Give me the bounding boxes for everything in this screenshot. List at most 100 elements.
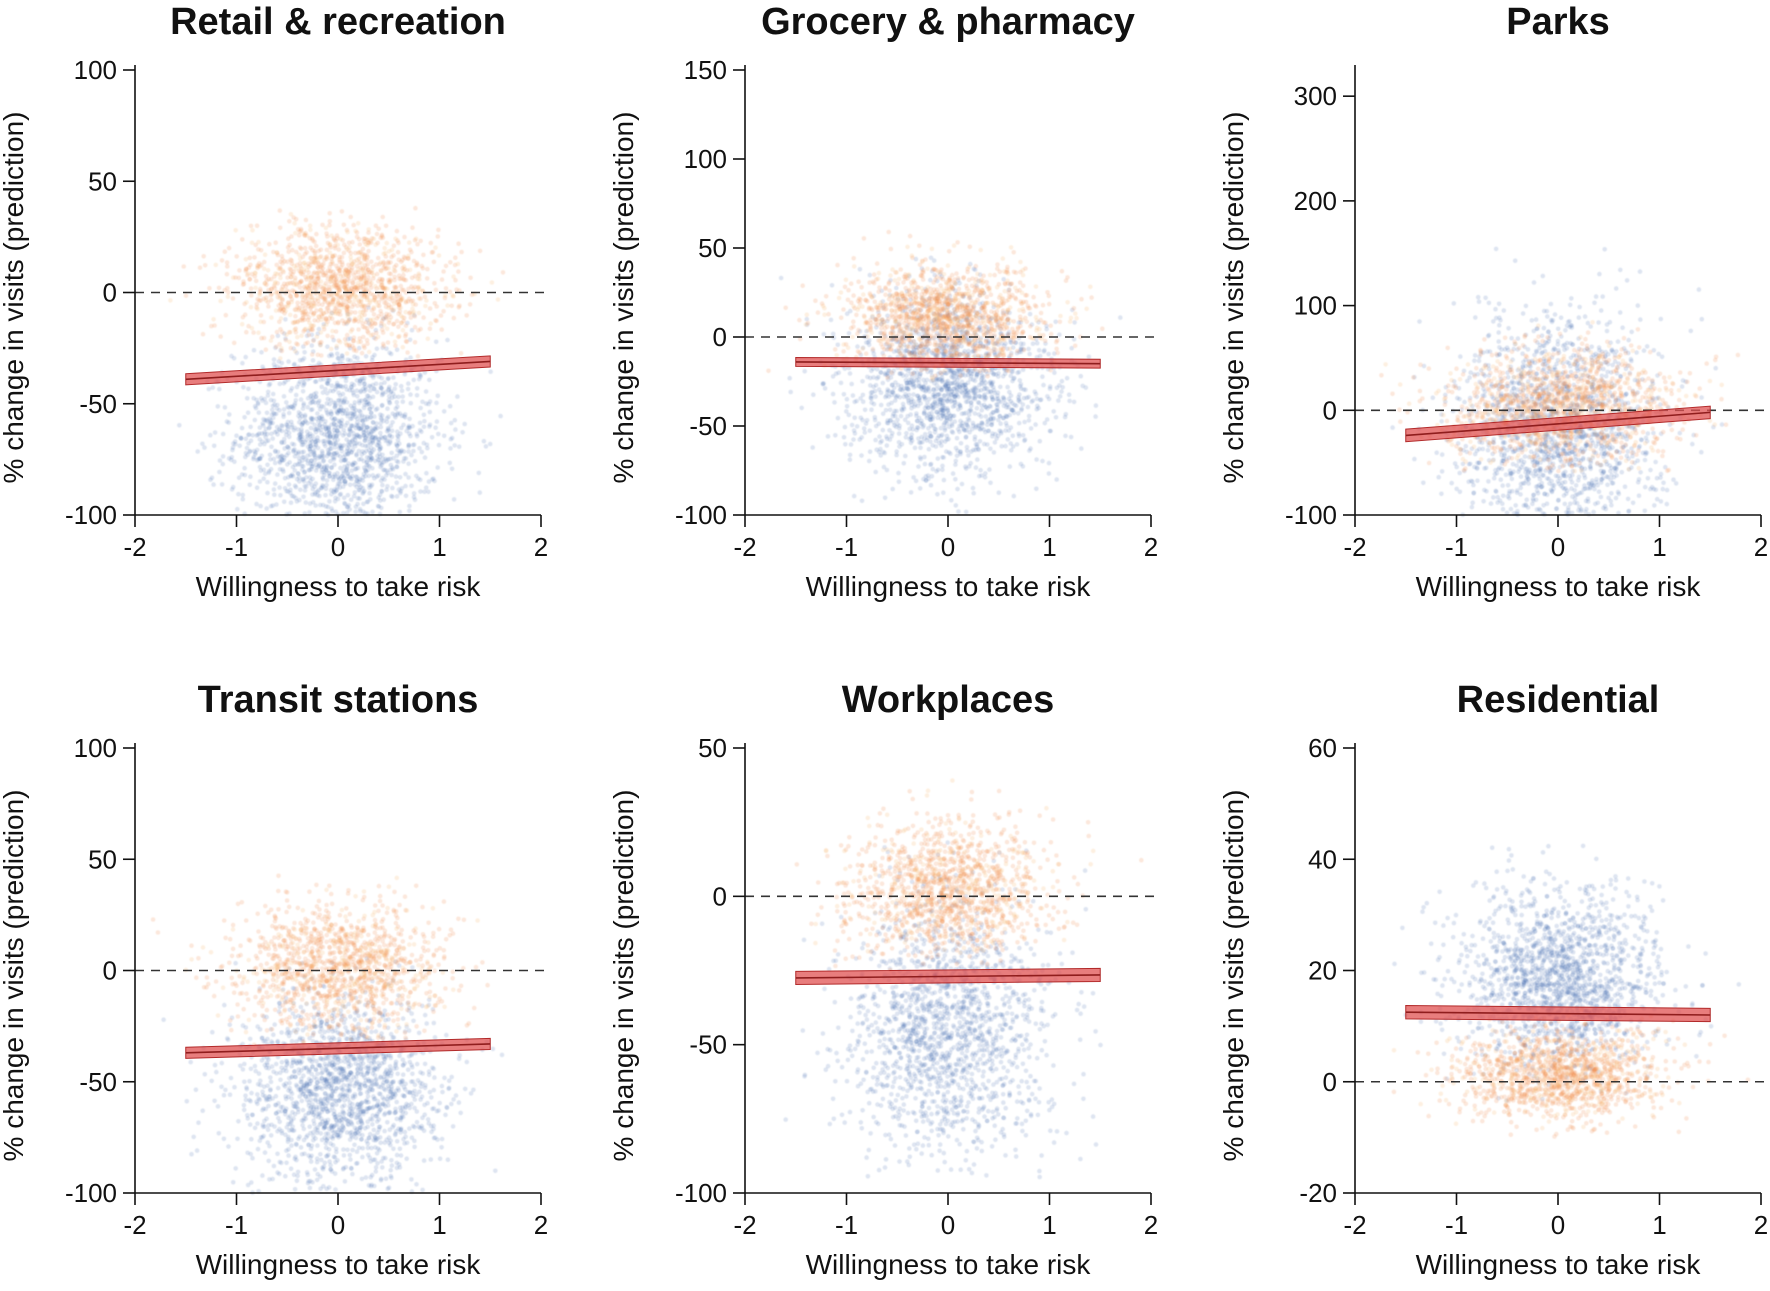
scatter-point <box>289 493 295 499</box>
scatter-point <box>399 287 405 293</box>
scatter-point <box>224 419 230 424</box>
scatter-point <box>272 281 278 286</box>
scatter-point <box>996 417 1001 423</box>
scatter-point <box>1014 442 1020 447</box>
scatter-point <box>972 437 978 442</box>
scatter-point <box>339 254 345 260</box>
scatter-point <box>397 475 403 480</box>
scatter-point <box>995 262 1000 267</box>
scatter-point <box>941 477 947 483</box>
scatter-point <box>868 383 873 388</box>
scatter-point <box>422 455 428 460</box>
scatter-point <box>1118 315 1123 320</box>
scatter-point <box>272 274 277 279</box>
scatter-point <box>413 263 419 268</box>
scatter-point <box>220 431 226 437</box>
scatter-point <box>391 307 397 313</box>
scatter-point <box>408 400 414 406</box>
scatter-point <box>903 453 908 459</box>
scatter-point <box>329 383 335 389</box>
scatter-point <box>436 442 442 448</box>
scatter-point <box>941 490 946 496</box>
scatter-point <box>250 433 255 438</box>
scatter-point <box>867 428 873 434</box>
scatter-point <box>1017 399 1023 405</box>
scatter-point <box>310 238 316 243</box>
scatter-point <box>303 295 308 300</box>
scatter-point <box>265 393 271 398</box>
scatter-point <box>368 450 373 456</box>
scatter-point <box>415 241 420 247</box>
scatter-point <box>858 396 863 401</box>
scatter-point <box>375 406 380 411</box>
scatter-point <box>287 434 292 440</box>
scatter-point <box>365 393 370 399</box>
scatter-point <box>911 475 916 480</box>
scatter-point <box>830 391 836 397</box>
scatter-point <box>320 483 325 488</box>
scatter-point <box>380 456 386 462</box>
scatter-point <box>285 444 291 450</box>
scatter-point <box>320 390 326 395</box>
scatter-point <box>405 386 411 392</box>
scatter-point <box>884 393 889 399</box>
scatter-point <box>353 474 359 480</box>
scatter-point <box>233 442 238 447</box>
scatter-point <box>822 305 827 311</box>
scatter-point <box>341 427 347 433</box>
scatter-point <box>433 287 439 293</box>
scatter-point <box>1024 395 1030 401</box>
scatter-point <box>330 297 336 302</box>
scatter-point <box>359 413 365 418</box>
scatter-point <box>1007 412 1013 418</box>
scatter-point <box>308 443 313 449</box>
scatter-point <box>292 462 298 468</box>
scatter-point <box>340 484 346 490</box>
scatter-point <box>862 407 868 413</box>
scatter-point <box>319 384 325 390</box>
scatter-point <box>1041 382 1046 388</box>
scatter-point <box>367 490 372 496</box>
scatter-point <box>878 370 884 375</box>
scatter-point <box>467 302 473 307</box>
scatter-point <box>345 229 350 235</box>
scatter-point <box>453 277 458 283</box>
scatter-point <box>929 410 934 416</box>
scatter-cloud <box>766 229 1123 515</box>
scatter-point <box>353 509 358 515</box>
scatter-point <box>844 396 850 402</box>
scatter-point <box>1059 389 1064 394</box>
scatter-point <box>370 382 376 388</box>
scatter-point <box>325 344 330 350</box>
scatter-point <box>332 445 338 450</box>
scatter-point <box>333 440 339 446</box>
scatter-point <box>350 473 355 479</box>
scatter-point <box>1054 346 1059 352</box>
scatter-point <box>287 339 292 345</box>
scatter-point <box>988 412 994 417</box>
scatter-point <box>218 334 223 339</box>
scatter-point <box>929 368 934 373</box>
scatter-point <box>411 377 417 383</box>
scatter-point <box>334 409 340 415</box>
scatter-point <box>313 468 319 473</box>
scatter-point <box>431 259 437 265</box>
scatter-point <box>383 223 389 229</box>
scatter-point <box>873 469 878 475</box>
scatter-point <box>324 453 330 459</box>
scatter-point <box>1022 437 1028 443</box>
scatter-point <box>256 330 261 336</box>
scatter-point <box>378 424 384 430</box>
scatter-point <box>435 234 441 239</box>
scatter-point <box>940 377 945 383</box>
scatter-point <box>914 411 919 416</box>
scatter-point <box>384 487 389 493</box>
scatter-point <box>915 393 920 399</box>
scatter-point <box>458 351 464 356</box>
scatter-point <box>873 437 878 443</box>
scatter-point <box>357 242 363 247</box>
scatter-point <box>890 413 896 419</box>
scatter-point <box>242 465 247 471</box>
scatter-point <box>357 299 362 305</box>
scatter-point <box>392 274 398 280</box>
